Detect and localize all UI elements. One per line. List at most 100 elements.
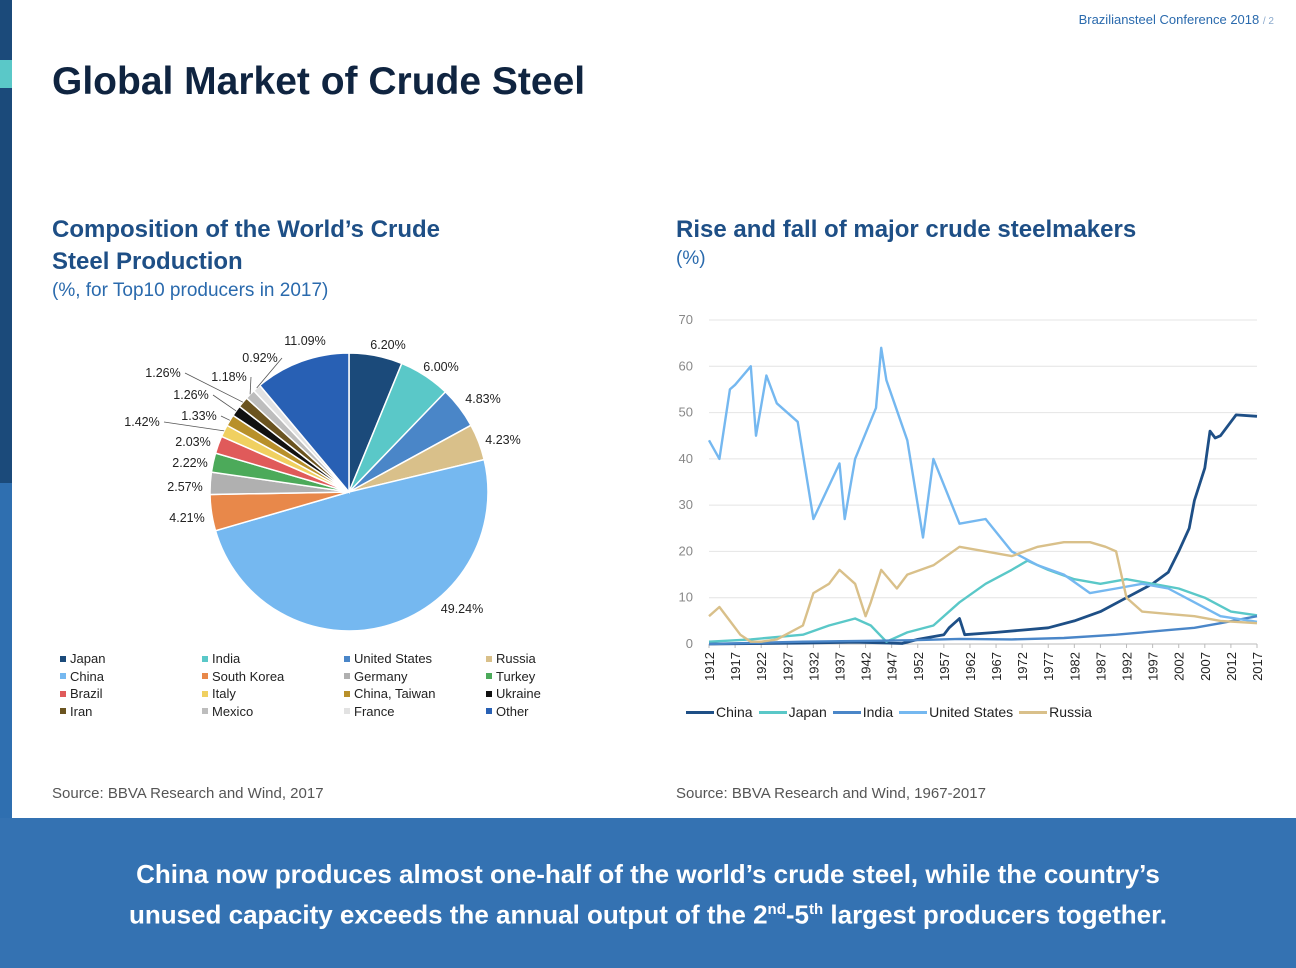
legend-item-india: India: [202, 651, 240, 666]
legend-swatch-china: [60, 673, 66, 680]
pie-label-ukraine: 1.26%: [173, 388, 208, 402]
line-subtitle: (%): [676, 248, 706, 269]
legend-label-france: France: [354, 703, 395, 719]
line-legend-swatch-india: [832, 710, 861, 714]
x-tick-1922: 1922: [754, 652, 769, 681]
legend-label-other: Other: [496, 703, 529, 719]
pie-chart: 6.20% 6.00% 4.83% 4.23% 49.24% 4.21% 2.57% 2.22…: [124, 334, 521, 632]
legend-swatch-ukraine: [486, 690, 492, 697]
pie-leader-ukraine: [212, 394, 237, 412]
pie-label-brazil: 2.03%: [175, 435, 210, 449]
pie-label-united-states: 4.83%: [465, 392, 500, 406]
x-tick-1957: 1957: [937, 652, 952, 681]
line-heading: Rise and fall of major crude steelmakers: [676, 216, 1137, 243]
line-legend-item-china: China: [686, 704, 753, 720]
line-legend-label-japan: Japan: [788, 704, 827, 720]
pie-label-turkey: 2.22%: [172, 456, 207, 470]
legend-swatch-india: [202, 655, 208, 662]
legend-label-russia: Russia: [496, 651, 536, 666]
x-tick-1962: 1962: [963, 652, 978, 681]
legend-label-south-korea: South Korea: [212, 668, 285, 684]
x-tick-2007: 2007: [1198, 652, 1213, 681]
x-tick-1982: 1982: [1067, 652, 1082, 681]
footer-line2-b: -5: [785, 899, 809, 930]
x-tick-1992: 1992: [1120, 652, 1135, 681]
y-tick-30: 30: [679, 497, 693, 512]
pie-label-china: 49.24%: [441, 602, 483, 616]
line-legend-item-russia: Russia: [1019, 704, 1092, 720]
line-legend-swatch-japan: [758, 710, 787, 714]
pie-label-other: 11.09%: [284, 334, 325, 348]
line-source: Source: BBVA Research and Wind, 1967-201…: [676, 785, 986, 802]
legend-swatch-south-korea: [202, 673, 208, 680]
legend-swatch-turkey: [486, 673, 492, 680]
legend-label-iran: Iran: [70, 703, 93, 719]
pie-leader-italy: [163, 421, 225, 432]
y-tick-70: 70: [679, 312, 693, 327]
legend-label-brazil: Brazil: [70, 686, 103, 701]
x-tick-1997: 1997: [1146, 652, 1161, 681]
line-legend: China Japan India United States Russia: [686, 704, 1098, 720]
line-legend-label-china: China: [716, 704, 753, 720]
y-tick-40: 40: [679, 451, 693, 466]
x-tick-1972: 1972: [1015, 652, 1030, 681]
line-legend-item-united-states: United States: [899, 704, 1013, 720]
x-tick-1917: 1917: [728, 652, 743, 681]
legend-item-germany: Germany: [344, 669, 407, 684]
legend-item-united-states: United States: [344, 651, 432, 666]
legend-label-japan: Japan: [70, 651, 106, 666]
series-line-india: [708, 615, 1258, 646]
x-tick-1987: 1987: [1093, 652, 1108, 681]
legend-item-iran: Iran: [60, 704, 92, 719]
pie-leader-china-taiwan: [220, 415, 231, 421]
legend-swatch-germany: [344, 673, 350, 680]
line-legend-label-united-states: United States: [929, 704, 1014, 720]
y-tick-60: 60: [679, 358, 693, 373]
pie-label-india: 6.00%: [423, 360, 458, 374]
x-tick-1932: 1932: [806, 652, 821, 681]
pie-label-south-korea: 4.21%: [169, 511, 204, 525]
legend-swatch-japan: [60, 655, 66, 662]
footer-line2-a: unused capacity exceeds the annual outpu…: [128, 899, 768, 930]
legend-label-turkey: Turkey: [496, 668, 536, 684]
legend-swatch-france: [344, 708, 350, 715]
line-legend-item-india: India: [832, 704, 894, 720]
accent-bar-dark: [0, 88, 12, 483]
pie-leader-mexico: [249, 376, 252, 395]
legend-label-china-taiwan: China, Taiwan: [354, 686, 436, 701]
pie-slice-other: [258, 352, 350, 495]
x-tick-1942: 1942: [859, 652, 874, 681]
pie-heading-line2: Steel Production: [52, 248, 243, 275]
legend-item-china-taiwan: China, Taiwan: [344, 686, 435, 701]
legend-label-ukraine: Ukraine: [496, 686, 541, 701]
pie-leader-iran: [184, 372, 244, 403]
pie-source: Source: BBVA Research and Wind, 2017: [52, 785, 324, 802]
legend-item-other: Other: [486, 704, 529, 719]
footer-line1: China now produces almost one-half of th…: [136, 859, 1160, 889]
line-legend-label-india: India: [862, 704, 894, 720]
legend-swatch-brazil: [60, 690, 66, 697]
conference-name: Braziliansteel Conference 2018: [1078, 12, 1260, 27]
legend-item-china: China: [60, 669, 104, 684]
pie-leader-france: [256, 357, 283, 389]
series-line-japan: [708, 559, 1258, 643]
legend-label-united-states: United States: [354, 651, 433, 666]
pie-label-russia: 4.23%: [485, 433, 520, 447]
legend-swatch-iran: [60, 708, 66, 715]
pie-label-italy: 1.42%: [124, 415, 159, 429]
x-tick-1937: 1937: [832, 652, 847, 681]
legend-item-italy: Italy: [202, 686, 236, 701]
x-tick-1977: 1977: [1041, 652, 1056, 681]
x-tick-2017: 2017: [1250, 652, 1265, 681]
series-line-united-states: [707, 346, 1258, 623]
line-legend-swatch-china: [686, 710, 714, 714]
pie-subtitle: (%, for Top10 producers in 2017): [52, 280, 329, 301]
line-legend-label-russia: Russia: [1049, 704, 1092, 720]
pie-label-japan: 6.20%: [370, 338, 405, 352]
x-tick-2002: 2002: [1172, 652, 1187, 681]
pie-slice-china: [214, 458, 489, 632]
legend-item-ukraine: Ukraine: [486, 686, 541, 701]
footer-banner: [0, 818, 1296, 968]
legend-item-turkey: Turkey: [486, 669, 535, 684]
pie-label-iran: 1.26%: [145, 366, 180, 380]
